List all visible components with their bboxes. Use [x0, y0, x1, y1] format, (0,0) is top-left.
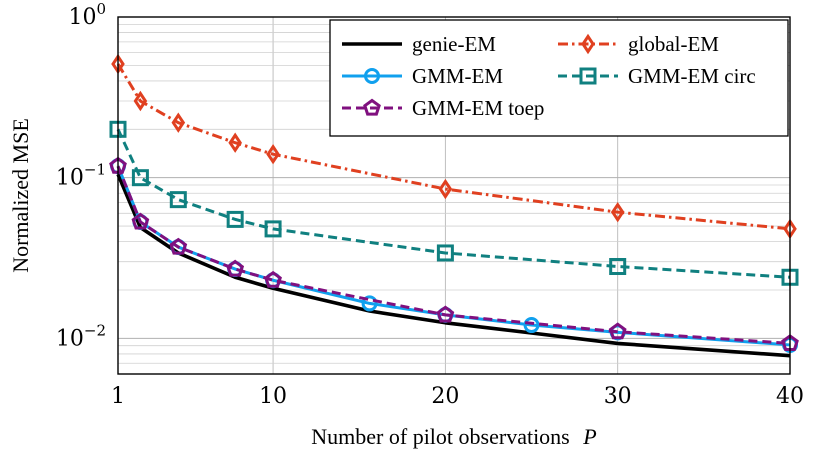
- data-point: [133, 90, 148, 112]
- series-line: [116, 128, 791, 279]
- legend-entry: GMM-EM circ: [558, 64, 756, 88]
- x-tick-label: 1: [111, 384, 125, 409]
- legend-box: [329, 19, 789, 137]
- legend-entry: genie-EM: [342, 32, 496, 56]
- series-genie-em: [116, 173, 791, 358]
- data-point: [171, 112, 186, 133]
- legend-marker: [579, 67, 597, 85]
- data-point: [608, 322, 627, 340]
- x-axis-title-variable: P: [582, 424, 596, 449]
- data-point: [131, 169, 149, 187]
- legend-label: genie-EM: [412, 32, 496, 56]
- x-tick-label: 20: [431, 384, 459, 409]
- series-line: [116, 173, 791, 358]
- series-line: [116, 165, 791, 345]
- data-point: [436, 305, 455, 323]
- tick-labels: 1 10 20 30 40 100 10−1 10−2: [56, 0, 804, 409]
- legend-label: global-EM: [628, 32, 719, 56]
- y-tick-label: 100: [68, 0, 106, 30]
- data-point: [264, 270, 282, 288]
- data-point: [226, 259, 245, 277]
- legend: genie-EM global-EM GMM-EM GMM-EM circ GMM-EM…: [329, 19, 789, 137]
- data-point: [169, 237, 188, 255]
- x-axis-title: Number of pilot observations P: [311, 424, 596, 449]
- plot-frame: [117, 16, 791, 375]
- legend-entry: GMM-EM: [342, 64, 503, 88]
- y-axis-title: Normalized MSE: [8, 118, 33, 273]
- legend-entry: global-EM: [558, 32, 719, 56]
- legend-marker: [363, 98, 381, 116]
- data-point: [523, 317, 540, 334]
- data-point: [266, 143, 280, 165]
- series-line: [116, 63, 791, 231]
- y-tick-label: 10−2: [56, 321, 106, 351]
- legend-label: GMM-EM: [412, 64, 503, 88]
- data-point: [610, 201, 625, 223]
- legend-label: GMM-EM toep: [412, 96, 544, 120]
- data-point: [226, 210, 244, 228]
- data-point: [361, 295, 378, 312]
- legend-label: GMM-EM circ: [628, 64, 756, 88]
- x-tick-label: 40: [776, 384, 804, 409]
- data-point: [609, 258, 627, 276]
- legend-entry: GMM-EM toep: [342, 96, 544, 120]
- data-point: [264, 220, 282, 238]
- series-gmm-em-circ: [109, 120, 799, 286]
- data-point: [228, 132, 242, 153]
- data-point: [436, 244, 454, 262]
- data-point: [438, 178, 453, 200]
- x-axis-title-text: Number of pilot observations: [311, 424, 569, 449]
- legend-marker: [581, 33, 595, 55]
- y-tick-label: 10−1: [56, 161, 106, 191]
- data-point: [131, 212, 150, 230]
- x-tick-label: 30: [604, 384, 632, 409]
- x-tick-label: 10: [259, 384, 287, 409]
- data-point: [169, 191, 187, 209]
- legend-marker: [364, 68, 380, 84]
